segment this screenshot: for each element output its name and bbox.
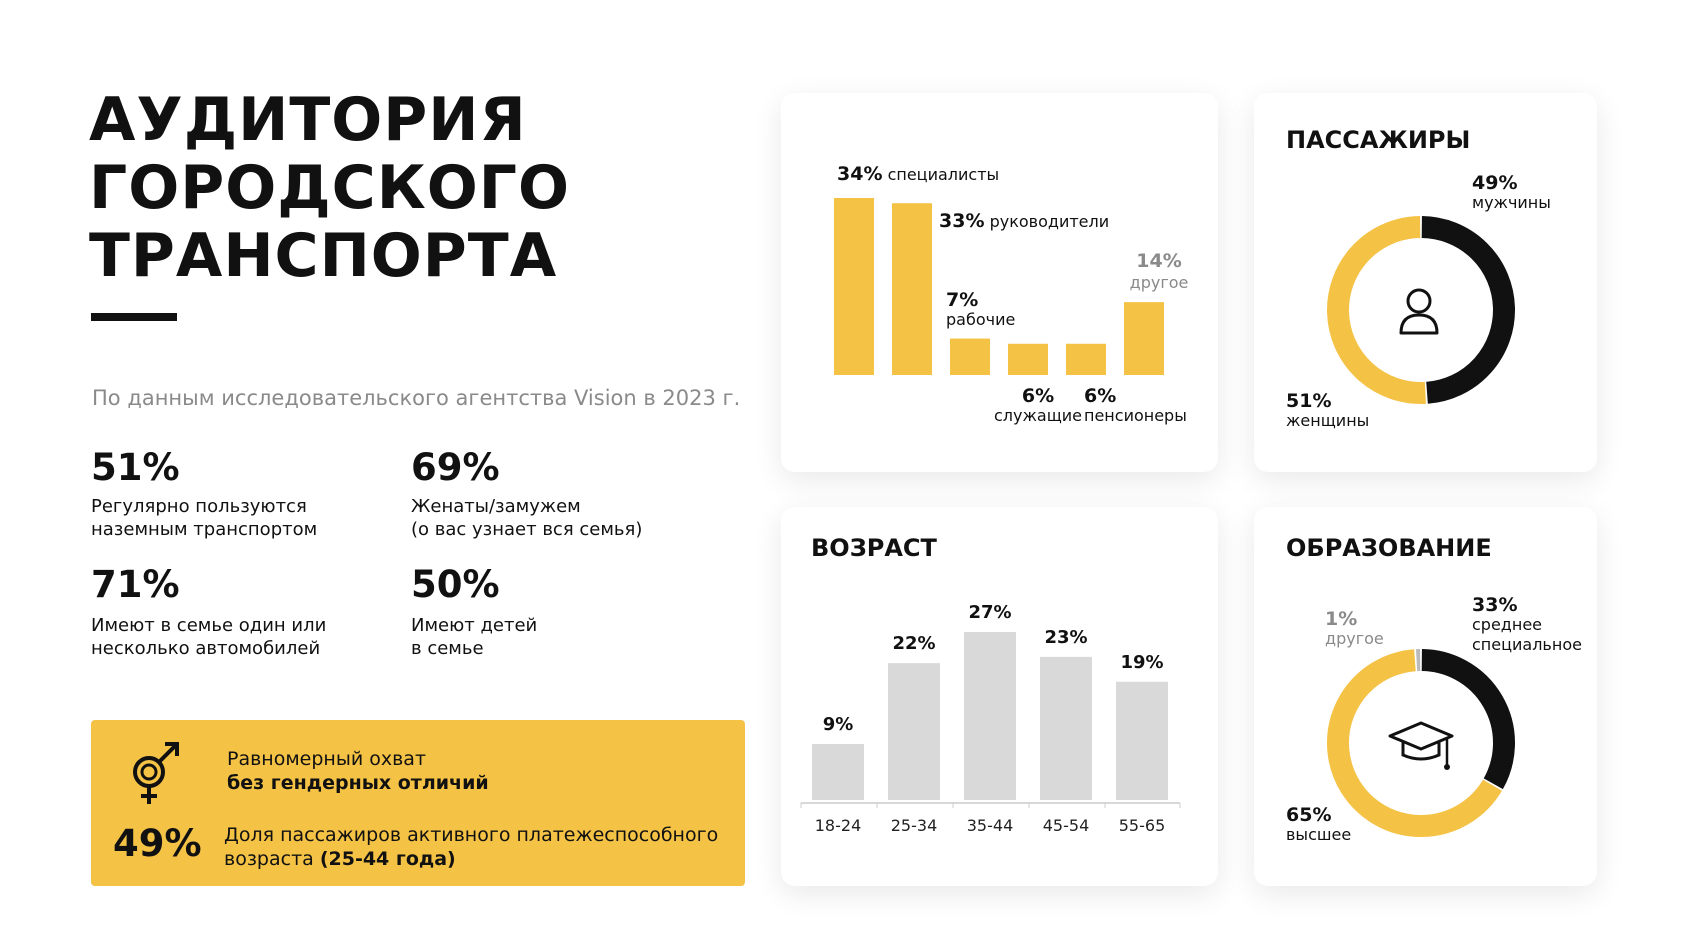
category-label: рабочие bbox=[946, 310, 1016, 329]
data-label: 1% bbox=[1325, 608, 1358, 630]
bar bbox=[812, 744, 864, 800]
data-label: 6% bbox=[1084, 385, 1117, 407]
highlight-desc: Доля пассажиров активного платежеспособн… bbox=[224, 823, 718, 871]
donut-segment bbox=[1327, 649, 1502, 837]
data-label: 27% bbox=[968, 602, 1011, 623]
stat-desc: Имеют в семье один или несколько автомоби… bbox=[91, 614, 326, 660]
bar bbox=[892, 203, 932, 375]
education-card: ОБРАЗОВАНИЕ 1% другое 33% среднее специаль… bbox=[1254, 507, 1597, 886]
stat-value: 51% bbox=[91, 446, 180, 489]
stat-4: 50% Имеют детей в семье bbox=[411, 563, 537, 660]
stat-desc: Имеют детей в семье bbox=[411, 614, 537, 660]
bar bbox=[834, 198, 874, 375]
data-label: 9% bbox=[823, 714, 854, 735]
age-card: ВОЗРАСТ 9% 18-24 22% 25-34 27% 35-44 23% 45-54 1… bbox=[781, 507, 1218, 886]
stat-value: 71% bbox=[91, 563, 180, 606]
category-label: специалисты bbox=[887, 165, 1000, 184]
desc-line: Регулярно пользуются bbox=[91, 496, 307, 517]
category-label: мужчины bbox=[1472, 193, 1551, 212]
category-label: высшее bbox=[1286, 825, 1352, 844]
stat-3: 71% Имеют в семье один или несколько авто… bbox=[91, 563, 326, 660]
category-label: другое bbox=[1325, 629, 1384, 648]
highlight-desc2-bold: (25-44 года) bbox=[319, 848, 456, 870]
data-label: 65% bbox=[1286, 804, 1332, 826]
gender-icon bbox=[133, 742, 179, 804]
data-label: 51% bbox=[1286, 390, 1332, 412]
age-chart: 9% 18-24 22% 25-34 27% 35-44 23% 45-54 19% 55-65 bbox=[800, 602, 1181, 835]
data-label: 6% bbox=[1021, 385, 1055, 407]
title-line: АУДИТОРИЯ bbox=[89, 85, 527, 155]
stat-desc: Регулярно пользуются наземным транспортом bbox=[91, 495, 317, 541]
occupation-chart bbox=[834, 198, 1164, 375]
title-line: ГОРОДСКОГО bbox=[89, 153, 570, 223]
title-underline bbox=[91, 313, 177, 321]
user-icon bbox=[1399, 288, 1439, 335]
highlight-line2: без гендерных отличий bbox=[227, 772, 489, 794]
bar bbox=[888, 663, 940, 800]
tick-label: 45-54 bbox=[1043, 816, 1090, 835]
data-label: 7% bbox=[946, 289, 979, 311]
graduation-cap-icon bbox=[1388, 721, 1454, 770]
data-label: 14% bbox=[1136, 250, 1182, 272]
highlight-desc2: возраста bbox=[224, 848, 320, 870]
data-label: 33% bbox=[939, 210, 985, 232]
subtitle: По данным исследовательского агентства V… bbox=[92, 386, 741, 410]
highlight-desc1: Доля пассажиров активного платежеспособн… bbox=[224, 824, 719, 846]
desc-line: Имеют в семье один или bbox=[91, 615, 327, 636]
highlight-box: Равномерный охват без гендерных отличий … bbox=[91, 720, 745, 886]
card-title: ВОЗРАСТ bbox=[811, 534, 937, 562]
tick-label: 35-44 bbox=[967, 816, 1014, 835]
data-label: 49% bbox=[1472, 172, 1518, 194]
desc-line: (о вас узнает вся семья) bbox=[411, 519, 643, 540]
title-line: ТРАНСПОРТА bbox=[89, 221, 558, 291]
bar bbox=[964, 632, 1016, 800]
category-label: среднее специальное bbox=[1472, 615, 1582, 654]
occupation-card: 34% специалисты 33% руководители 7% рабоч… bbox=[781, 93, 1218, 472]
card-title: ОБРАЗОВАНИЕ bbox=[1286, 534, 1492, 562]
bar bbox=[1066, 343, 1106, 375]
category-label: пенсионеры bbox=[1084, 406, 1187, 425]
education-donut bbox=[1327, 649, 1515, 837]
desc-line: Имеют детей bbox=[411, 615, 538, 636]
bar bbox=[950, 338, 990, 375]
desc-line: несколько автомобилей bbox=[91, 638, 321, 659]
tick-label: 55-65 bbox=[1119, 816, 1166, 835]
data-label: 34% bbox=[837, 163, 883, 185]
passengers-donut bbox=[1327, 216, 1515, 404]
category-label: служащие bbox=[993, 406, 1083, 425]
desc-line: наземным транспортом bbox=[91, 519, 318, 540]
tick-label: 25-34 bbox=[891, 816, 938, 835]
tick-label: 18-24 bbox=[815, 816, 862, 835]
data-label: 19% bbox=[1120, 652, 1163, 673]
stat-desc: Женаты/замужем (о вас узнает вся семья) bbox=[411, 495, 642, 541]
donut-segment bbox=[1421, 649, 1515, 790]
highlight-text: Равномерный охват без гендерных отличий bbox=[227, 747, 489, 795]
card-title: ПАССАЖИРЫ bbox=[1286, 126, 1471, 154]
data-label: 22% bbox=[892, 633, 935, 654]
category-label: руководители bbox=[989, 212, 1110, 231]
passengers-card: ПАССАЖИРЫ 49% мужчины 51% женщины bbox=[1254, 93, 1597, 472]
category-label: другое bbox=[1129, 273, 1189, 292]
highlight-line1: Равномерный охват bbox=[227, 748, 427, 770]
bar bbox=[1040, 656, 1092, 800]
stat-2: 69% Женаты/замужем (о вас узнает вся семь… bbox=[411, 446, 642, 541]
donut-segment bbox=[1327, 216, 1426, 404]
stat-1: 51% Регулярно пользуются наземным транспо… bbox=[91, 446, 317, 541]
category-label: женщины bbox=[1286, 411, 1370, 430]
stat-value: 50% bbox=[411, 563, 500, 606]
highlight-value: 49% bbox=[113, 822, 202, 865]
data-label: 33% bbox=[1472, 594, 1518, 616]
bar bbox=[1124, 302, 1164, 375]
desc-line: Женаты/замужем bbox=[411, 496, 581, 517]
bar bbox=[1008, 343, 1048, 375]
desc-line: в семье bbox=[411, 638, 484, 659]
stat-value: 69% bbox=[411, 446, 500, 489]
page-title: АУДИТОРИЯ ГОРОДСКОГО ТРАНСПОРТА bbox=[89, 86, 570, 290]
data-label: 23% bbox=[1044, 627, 1087, 648]
bar bbox=[1116, 681, 1168, 800]
donut-segment bbox=[1421, 216, 1515, 404]
